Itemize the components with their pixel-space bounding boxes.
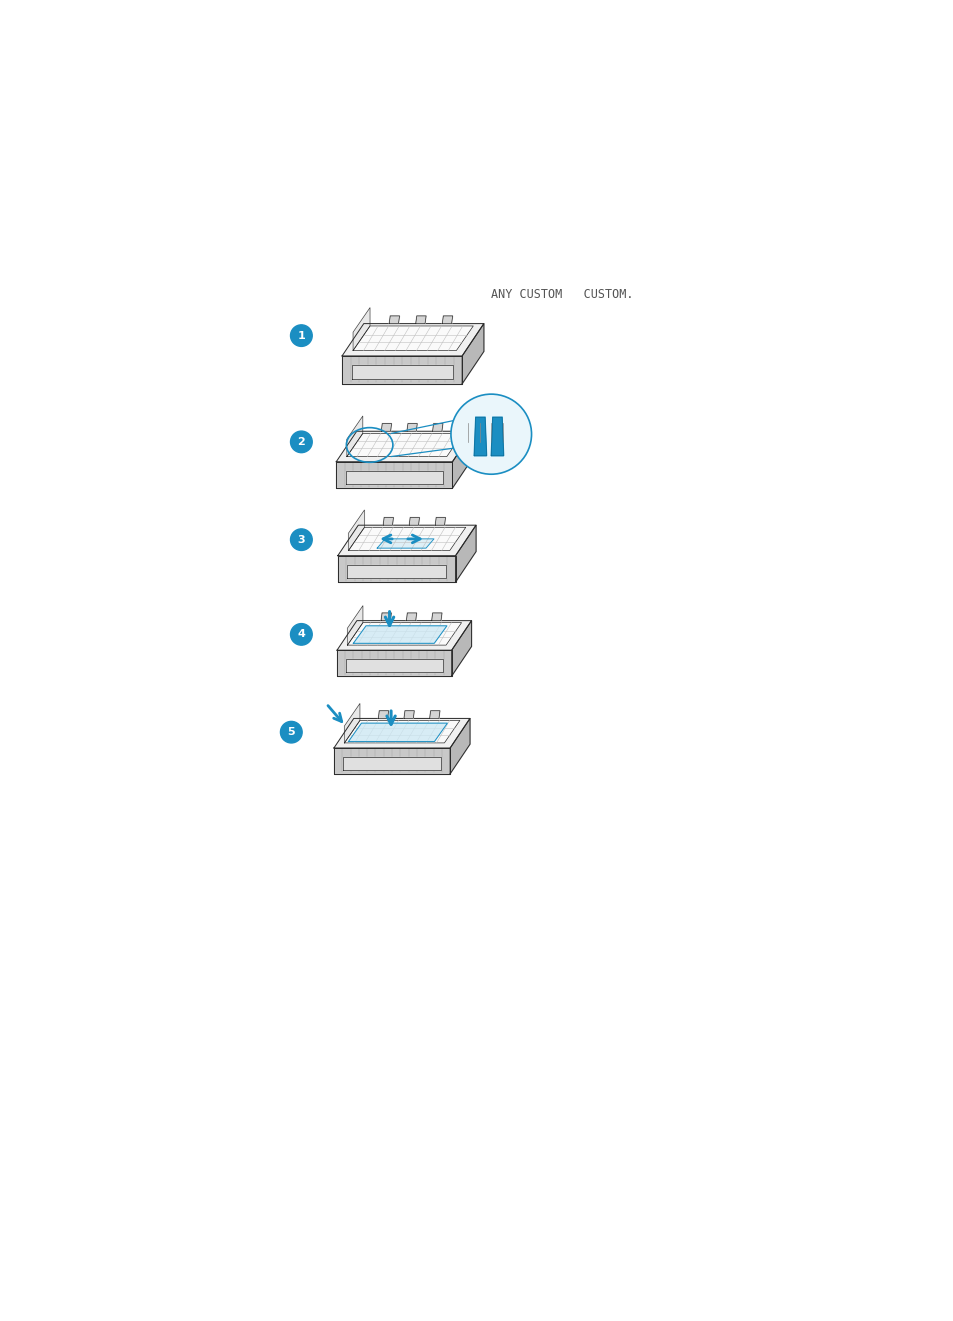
Polygon shape: [337, 526, 476, 556]
Polygon shape: [353, 308, 370, 350]
Polygon shape: [352, 366, 452, 379]
Polygon shape: [406, 613, 416, 621]
Polygon shape: [456, 526, 476, 583]
Polygon shape: [347, 564, 446, 577]
Polygon shape: [348, 723, 447, 741]
Circle shape: [291, 325, 312, 346]
Polygon shape: [452, 621, 471, 676]
Polygon shape: [442, 316, 452, 324]
Polygon shape: [336, 650, 452, 676]
Polygon shape: [380, 613, 391, 621]
Polygon shape: [345, 470, 443, 483]
Polygon shape: [335, 431, 473, 462]
Polygon shape: [432, 613, 441, 621]
Text: ANY CUSTOM   CUSTOM.: ANY CUSTOM CUSTOM.: [491, 288, 633, 301]
Polygon shape: [474, 417, 486, 456]
Text: 2: 2: [297, 437, 305, 446]
Polygon shape: [342, 324, 483, 355]
Polygon shape: [353, 626, 446, 643]
Polygon shape: [335, 462, 452, 487]
Polygon shape: [381, 424, 391, 431]
Polygon shape: [336, 621, 471, 650]
Polygon shape: [344, 720, 459, 742]
Polygon shape: [334, 748, 450, 774]
Circle shape: [291, 431, 312, 453]
Polygon shape: [337, 556, 456, 583]
Circle shape: [451, 394, 531, 474]
Polygon shape: [452, 431, 473, 487]
Polygon shape: [347, 416, 362, 457]
Polygon shape: [432, 424, 442, 431]
Polygon shape: [407, 424, 416, 431]
Polygon shape: [416, 316, 426, 324]
Text: 5: 5: [287, 727, 294, 737]
Text: 3: 3: [297, 535, 305, 544]
Polygon shape: [435, 518, 445, 526]
Polygon shape: [450, 719, 470, 774]
Polygon shape: [346, 659, 442, 672]
Polygon shape: [342, 355, 461, 383]
Polygon shape: [409, 518, 419, 526]
Polygon shape: [347, 433, 462, 457]
Polygon shape: [343, 757, 440, 770]
Polygon shape: [353, 326, 473, 350]
Polygon shape: [461, 324, 483, 383]
Text: 4: 4: [297, 629, 305, 639]
Polygon shape: [347, 606, 362, 645]
Polygon shape: [348, 527, 465, 551]
Polygon shape: [491, 417, 503, 456]
Circle shape: [291, 528, 312, 551]
Polygon shape: [347, 622, 461, 645]
Polygon shape: [348, 510, 364, 551]
Polygon shape: [389, 316, 399, 324]
Polygon shape: [383, 518, 393, 526]
Circle shape: [291, 624, 312, 645]
Circle shape: [280, 721, 302, 742]
Polygon shape: [378, 711, 388, 719]
Text: 1: 1: [297, 330, 305, 341]
Polygon shape: [376, 539, 434, 548]
Polygon shape: [334, 719, 470, 748]
Polygon shape: [344, 704, 359, 742]
Polygon shape: [429, 711, 439, 719]
Polygon shape: [403, 711, 414, 719]
